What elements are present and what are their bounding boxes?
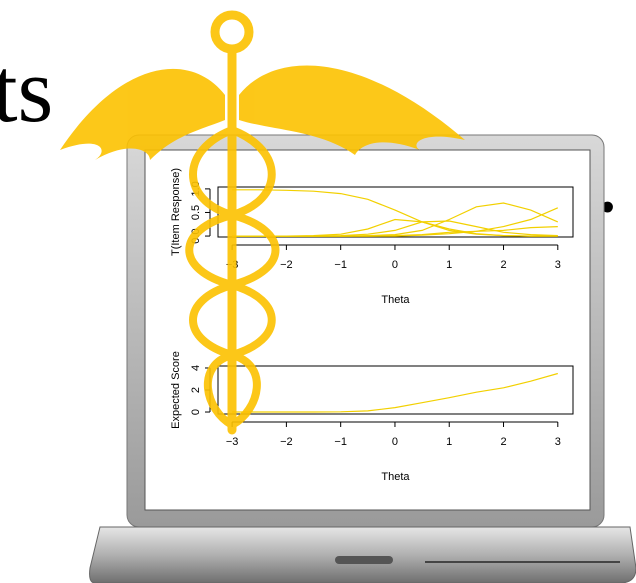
slide-text: ts: [0, 39, 53, 141]
x-tick-label: 1: [446, 259, 452, 271]
x-tick-label: 3: [555, 436, 561, 448]
y-axis-label: T(Item Response): [170, 168, 182, 256]
y-tick-label: 2: [190, 387, 202, 393]
y-tick-label: 0.5: [190, 205, 202, 220]
x-axis-label: Theta: [381, 471, 410, 483]
x-tick-label: 3: [555, 259, 561, 271]
caduceus-wings: [60, 65, 465, 160]
y-tick-label: 0: [190, 409, 202, 415]
x-tick-label: −1: [334, 436, 347, 448]
x-tick-label: 2: [500, 436, 506, 448]
x-tick-label: −2: [280, 259, 293, 271]
x-axis-label: Theta: [381, 294, 410, 306]
x-tick-label: −2: [280, 436, 293, 448]
x-tick-label: 1: [446, 436, 452, 448]
x-tick-label: −3: [226, 436, 239, 448]
plot-box: [217, 365, 574, 415]
series-line: [232, 226, 558, 237]
caduceus: [185, 10, 280, 435]
x-tick-label: −1: [334, 259, 347, 271]
laptop-base: [89, 526, 636, 583]
y-tick-label: 4: [190, 365, 202, 371]
laptop-slot: [335, 556, 393, 564]
x-tick-label: 2: [500, 259, 506, 271]
series-line: [232, 372, 558, 413]
x-tick-label: 0: [392, 259, 398, 271]
y-axis-label: Expected Score: [170, 351, 182, 429]
x-tick-label: 0: [392, 436, 398, 448]
